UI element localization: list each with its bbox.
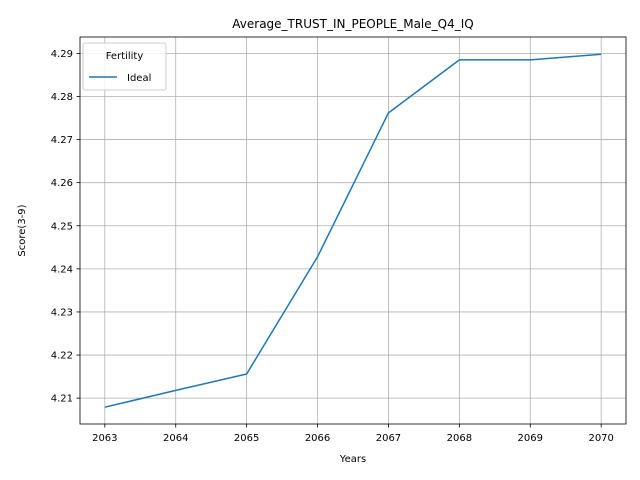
x-tick-label: 2065 xyxy=(234,433,259,444)
y-tick-label: 4.23 xyxy=(51,307,73,318)
y-tick-label: 4.26 xyxy=(51,178,73,189)
y-tick-label: 4.28 xyxy=(51,92,73,103)
y-tick-label: 4.25 xyxy=(51,221,73,232)
y-axis-ticks: 4.21 4.22 4.23 4.24 4.25 4.26 4.27 4.28 4.29 xyxy=(51,49,80,405)
y-tick-label: 4.24 xyxy=(51,264,73,275)
plot-frame xyxy=(79,36,627,425)
x-tick-label: 2069 xyxy=(518,433,543,444)
x-axis-ticks: 2063 2064 2065 2066 2067 2068 2069 2070 xyxy=(92,424,614,444)
x-axis-label: Years xyxy=(339,454,366,465)
series-layer xyxy=(104,53,602,408)
grid-lines xyxy=(80,37,626,424)
y-axis-label: Score(3-9) xyxy=(17,204,28,256)
x-tick-label: 2063 xyxy=(92,433,117,444)
series-line-ideal xyxy=(104,53,602,408)
legend: Fertility Ideal xyxy=(82,42,167,91)
legend-label-ideal: Ideal xyxy=(127,73,151,84)
y-tick-label: 4.27 xyxy=(51,135,73,146)
legend-box xyxy=(82,42,167,91)
x-tick-label: 2064 xyxy=(163,433,188,444)
y-tick-label: 4.29 xyxy=(51,49,73,60)
x-tick-label: 2070 xyxy=(588,433,613,444)
x-tick-label: 2066 xyxy=(305,433,330,444)
y-tick-label: 4.22 xyxy=(51,351,73,362)
legend-title: Fertility xyxy=(106,51,144,62)
x-tick-label: 2068 xyxy=(447,433,472,444)
x-tick-label: 2067 xyxy=(376,433,401,444)
y-tick-label: 4.21 xyxy=(51,394,73,405)
chart-title: Average_TRUST_IN_PEOPLE_Male_Q4_IQ xyxy=(232,17,473,31)
